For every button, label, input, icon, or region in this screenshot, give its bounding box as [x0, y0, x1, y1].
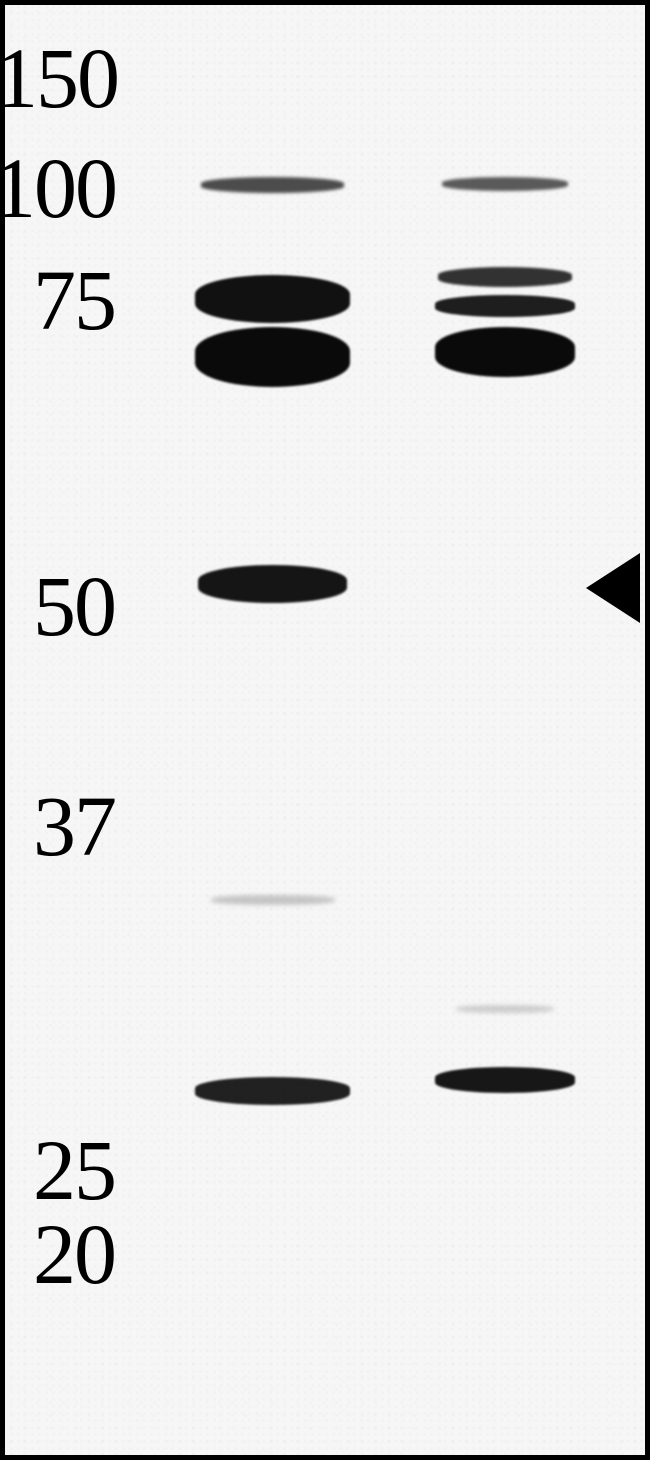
lane1-band-6: [195, 1077, 350, 1105]
lane2-band-3: [435, 295, 575, 317]
lane2-band-2: [438, 267, 572, 287]
marker-label-25: 25: [33, 1127, 115, 1213]
lane1-band-2: [195, 275, 350, 323]
marker-label-75: 75: [33, 257, 115, 343]
lane2-band-4: [435, 327, 575, 377]
lane2-band-1: [442, 177, 568, 191]
marker-label-100: 100: [0, 145, 116, 231]
western-blot: 150 100 75 50 37 2520: [0, 0, 650, 1460]
lane1-band-3: [195, 327, 350, 387]
marker-label-50: 50: [33, 563, 115, 649]
lane1-band-4: [198, 565, 347, 603]
lane1-band-1: [201, 177, 344, 193]
lane1-band-5: [211, 895, 335, 905]
marker-label-37: 37: [33, 783, 115, 869]
lane-1: [195, 5, 350, 1455]
lane2-band-5: [456, 1005, 554, 1013]
marker-label-20: 20: [33, 1211, 115, 1297]
lane-2: [435, 5, 575, 1455]
lane2-band-6: [435, 1067, 575, 1093]
band-indicator-arrow: [586, 553, 640, 623]
marker-label-150: 150: [0, 35, 118, 121]
